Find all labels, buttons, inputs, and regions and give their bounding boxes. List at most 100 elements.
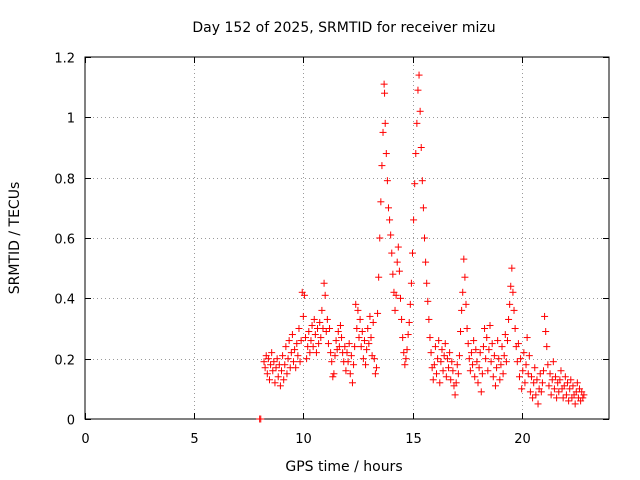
data-point [355, 334, 363, 342]
data-point [401, 361, 409, 369]
data-point [269, 367, 277, 375]
data-point [557, 367, 565, 375]
data-point [328, 358, 336, 366]
data-point [267, 361, 275, 369]
data-point [384, 204, 392, 212]
data-point [579, 394, 587, 402]
data-point [448, 358, 456, 366]
data-point [495, 355, 503, 363]
data-point [453, 361, 461, 369]
data-point [371, 370, 379, 378]
data-point [443, 355, 451, 363]
data-point [517, 355, 525, 363]
data-point [440, 352, 448, 360]
data-point [287, 349, 295, 357]
data-point [272, 364, 280, 372]
data-point [519, 367, 527, 375]
data-point [491, 382, 499, 390]
data-point [532, 391, 540, 399]
data-point [506, 300, 514, 308]
data-point [498, 343, 506, 351]
data-point [284, 355, 292, 363]
data-point [268, 349, 276, 357]
data-point [423, 279, 431, 287]
data-point [331, 352, 339, 360]
data-point [538, 379, 546, 387]
data-point [452, 379, 460, 387]
data-point [376, 234, 384, 242]
data-point [566, 385, 574, 393]
data-point [409, 249, 416, 257]
data-point [279, 352, 287, 360]
data-point [441, 340, 449, 348]
data-point [330, 370, 338, 378]
data-point [433, 370, 441, 378]
data-point [499, 370, 507, 378]
data-point [466, 367, 474, 375]
data-point [383, 177, 391, 185]
data-point [481, 325, 489, 332]
data-point [381, 89, 389, 97]
data-point [327, 349, 335, 357]
x-tick-label: 20 [514, 432, 531, 447]
data-point [305, 328, 313, 336]
data-point [472, 346, 480, 354]
data-point [527, 373, 535, 381]
data-point [274, 373, 282, 381]
data-point [547, 391, 555, 399]
data-point [556, 376, 564, 384]
data-point [282, 343, 290, 351]
data-point [404, 331, 412, 339]
data-point [311, 331, 319, 339]
data-point [316, 318, 324, 326]
data-point [458, 306, 466, 314]
data-point [283, 370, 291, 378]
data-point [469, 361, 477, 369]
data-point [336, 321, 344, 329]
data-point [417, 144, 425, 151]
data-point [406, 300, 414, 308]
data-point [424, 297, 432, 305]
data-point [375, 273, 383, 281]
data-point [392, 291, 400, 299]
data-point [562, 391, 570, 399]
data-point [488, 340, 496, 348]
data-point [474, 379, 482, 387]
data-point [418, 177, 426, 185]
data-point [429, 376, 437, 384]
data-point [559, 394, 567, 402]
data-point [398, 315, 406, 323]
data-point [276, 382, 284, 390]
data-point [357, 343, 365, 351]
data-point [580, 391, 588, 399]
data-point [412, 150, 420, 158]
data-point [356, 315, 364, 323]
data-point [292, 364, 300, 372]
data-point [306, 349, 314, 357]
x-tick-label: 10 [295, 432, 312, 447]
data-point [522, 361, 530, 369]
data-point [400, 349, 408, 357]
data-point [520, 349, 528, 357]
data-point [360, 337, 368, 345]
data-point [483, 334, 491, 342]
data-point [346, 370, 354, 378]
data-point [476, 349, 484, 357]
data-point [405, 318, 413, 326]
data-point [288, 331, 296, 339]
data-point [425, 315, 433, 323]
data-point [541, 312, 549, 320]
data-point [329, 373, 337, 381]
data-point [320, 279, 328, 287]
data-point [273, 355, 281, 363]
data-point [473, 358, 481, 366]
data-point [451, 391, 459, 399]
data-point [352, 300, 360, 308]
data-point [374, 309, 382, 317]
data-point [525, 352, 533, 360]
y-axis-label: SRMTID / TECUs [7, 182, 23, 295]
data-point [524, 370, 532, 378]
data-point [461, 273, 469, 281]
data-point [270, 358, 278, 366]
data-point [511, 325, 519, 332]
